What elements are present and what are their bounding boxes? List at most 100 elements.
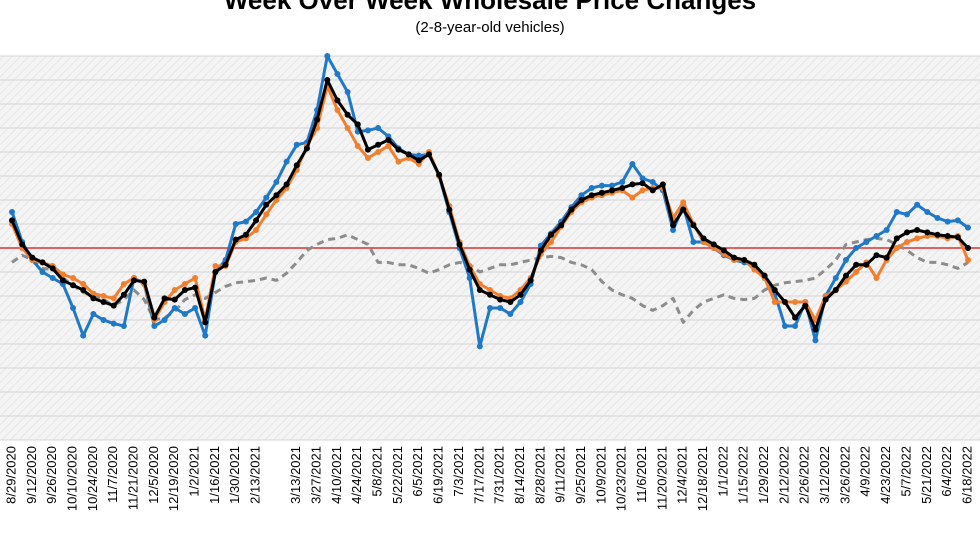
data-point <box>476 343 483 350</box>
data-point <box>49 265 56 272</box>
data-point <box>598 182 605 189</box>
data-point <box>232 236 239 243</box>
data-point <box>192 275 199 281</box>
x-tick-label: 10/10/2020 <box>64 446 79 511</box>
data-point <box>781 323 788 329</box>
data-point <box>944 233 951 239</box>
data-point <box>842 272 849 279</box>
data-point <box>903 229 910 236</box>
data-point <box>771 287 778 293</box>
data-point <box>110 295 117 302</box>
data-point <box>802 302 809 309</box>
data-point <box>914 201 921 208</box>
data-point <box>568 206 575 213</box>
data-point <box>303 145 310 152</box>
data-point <box>100 293 107 299</box>
chart-title: Week Over Week Wholesale Price Changes <box>224 0 756 15</box>
data-point <box>80 287 87 293</box>
data-point <box>446 206 453 213</box>
data-point <box>344 125 351 131</box>
data-point <box>364 146 371 153</box>
data-point <box>415 152 422 159</box>
data-point <box>863 261 870 268</box>
x-tick-label: 8/14/2021 <box>512 446 527 504</box>
data-point <box>80 332 87 339</box>
data-point <box>507 299 514 305</box>
data-point <box>90 290 97 297</box>
data-point <box>873 275 880 281</box>
data-point <box>517 291 524 298</box>
data-point <box>59 271 66 278</box>
data-point <box>202 319 209 326</box>
data-point <box>700 235 707 242</box>
x-tick-label: 6/4/2022 <box>939 446 954 497</box>
data-point <box>710 241 717 248</box>
data-point <box>354 143 361 149</box>
data-point <box>375 141 382 148</box>
x-tick-label: 7/3/2021 <box>451 446 466 497</box>
x-tick-label: 4/24/2021 <box>349 446 364 504</box>
data-point <box>598 189 605 196</box>
data-point <box>161 295 168 302</box>
x-tick-label: 7/31/2021 <box>492 446 507 504</box>
data-point <box>853 245 860 251</box>
data-point <box>629 161 636 167</box>
x-tick-label: 11/7/2020 <box>105 446 120 503</box>
data-point <box>914 235 921 242</box>
data-point <box>192 284 199 291</box>
data-point <box>629 194 636 201</box>
data-point <box>720 247 727 254</box>
x-tick-label: 10/9/2021 <box>593 446 608 504</box>
x-tick-label: 6/5/2021 <box>410 446 425 497</box>
data-point <box>334 71 341 77</box>
data-point <box>812 337 819 344</box>
data-point <box>263 211 270 218</box>
data-point <box>334 97 341 104</box>
data-point <box>761 272 768 279</box>
data-point <box>934 215 941 221</box>
data-point <box>212 263 219 269</box>
data-point <box>283 158 290 165</box>
data-point <box>334 107 341 113</box>
data-point <box>903 211 910 218</box>
data-point <box>619 179 626 185</box>
data-point <box>436 171 443 178</box>
data-point <box>659 181 666 188</box>
data-point <box>507 311 514 317</box>
data-point <box>842 257 849 263</box>
x-tick-label: 5/8/2021 <box>370 446 385 497</box>
x-tick-label: 9/12/2020 <box>24 446 39 504</box>
data-point <box>466 266 473 273</box>
data-point <box>649 179 656 185</box>
data-point <box>80 281 87 287</box>
x-tick-label: 5/7/2022 <box>898 446 913 497</box>
data-point <box>171 305 178 311</box>
x-tick-label: 2/26/2022 <box>797 446 812 504</box>
x-tick-label: 2/12/2022 <box>776 446 791 504</box>
x-tick-label: 6/18/2022 <box>959 446 974 504</box>
data-point <box>863 239 870 245</box>
data-point <box>609 182 616 189</box>
data-point <box>965 257 971 263</box>
data-point <box>517 299 524 305</box>
x-tick-label: 11/6/2021 <box>634 446 649 503</box>
data-point <box>893 209 900 215</box>
data-point <box>242 231 249 238</box>
data-point <box>954 217 961 224</box>
data-point <box>812 326 819 333</box>
x-tick-label: 3/27/2021 <box>309 446 324 504</box>
data-point <box>263 201 270 208</box>
data-point <box>19 241 26 248</box>
data-point <box>273 179 280 185</box>
data-point <box>49 275 56 281</box>
data-point <box>375 125 382 131</box>
data-point <box>639 180 646 187</box>
x-tick-label: 1/2/2021 <box>187 446 202 497</box>
x-tick-label: 1/16/2021 <box>207 446 222 504</box>
data-point <box>944 218 951 225</box>
data-point <box>832 287 839 293</box>
data-point <box>883 227 890 233</box>
x-tick-label: 12/4/2021 <box>675 446 690 504</box>
